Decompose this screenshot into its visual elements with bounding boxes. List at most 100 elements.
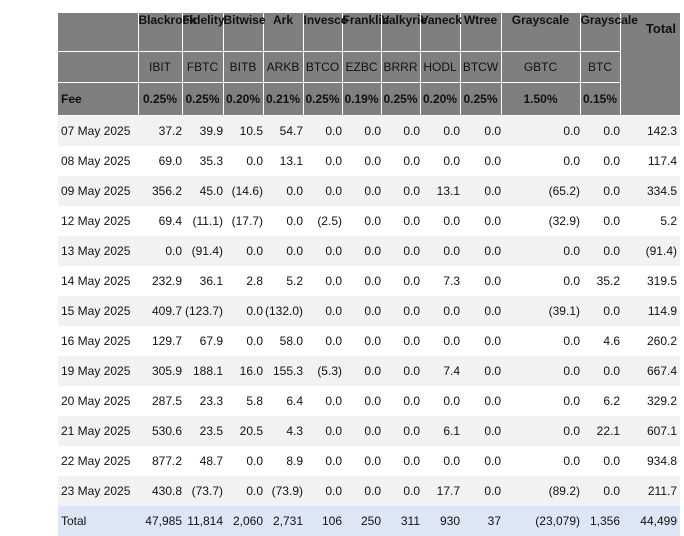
flow-cell: 4.6 <box>603 333 620 348</box>
cumulative-cell: 47,985 <box>138 505 182 536</box>
flow-cell: 0.0 <box>501 355 580 386</box>
table-row: 20 May 2025 287.5 23.3 5.8 6.4 0.0 0.0 0.0 0.0 0.… <box>58 386 680 416</box>
flow-cell: (91.4) <box>182 235 223 266</box>
corner-cell <box>58 13 139 52</box>
flow-cell: 0.0 <box>403 333 420 348</box>
total-row-label: Total <box>58 505 138 536</box>
row-total-cell: 329.2 <box>646 393 677 408</box>
flow-cell: 0.0 <box>563 393 580 408</box>
fee-cell: 0.19% <box>342 82 382 116</box>
flow-cell: 0.0 <box>403 453 420 468</box>
row-total-cell: 334.5 <box>620 175 680 206</box>
flow-cell: 0.0 <box>223 295 263 326</box>
flow-cell: 0.0 <box>246 333 263 348</box>
flow-cell: 5.8 <box>246 393 263 408</box>
issuer-header: Invesco <box>303 13 348 52</box>
flow-cell: 0.0 <box>484 153 501 168</box>
flow-cell: 0.0 <box>484 393 501 408</box>
ticker-header: BTC <box>580 51 621 83</box>
date-cell: 22 May 2025 <box>61 453 131 468</box>
flow-cell: 0.0 <box>420 235 460 266</box>
flow-cell: 0.0 <box>381 475 420 506</box>
flow-cell: 0.0 <box>443 213 460 228</box>
flow-cell: 0.0 <box>580 355 620 386</box>
flow-cell: 0.0 <box>138 235 182 266</box>
flow-cell: 0.0 <box>342 415 381 446</box>
row-total-cell: 934.8 <box>646 453 677 468</box>
issuer-header: Valkyrie <box>381 13 427 52</box>
flow-cell: 8.9 <box>286 453 303 468</box>
row-total-cell: 5.2 <box>660 213 677 228</box>
flow-cell: 6.1 <box>420 415 460 446</box>
flow-cell: 0.0 <box>364 273 381 288</box>
fee-cell: 0.25% <box>182 82 224 116</box>
flow-cell: 0.0 <box>563 333 580 348</box>
flow-cell: 0.0 <box>381 295 420 326</box>
flow-cell: 0.0 <box>263 175 303 206</box>
flow-cell: 0.0 <box>246 453 263 468</box>
flow-cell: 0.0 <box>223 475 263 506</box>
fee-cell: 0.20% <box>223 82 264 116</box>
date-cell: 12 May 2025 <box>61 213 131 228</box>
row-total-cell: 211.7 <box>620 475 680 506</box>
ticker-header: BITB <box>223 51 264 83</box>
fee-cell: 1.50% <box>501 82 581 116</box>
total-row: Total 47,985 11,814 2,060 2,731 106 250 311 930 3… <box>58 505 680 536</box>
table-row: 19 May 2025 305.9 188.1 16.0 155.3 (5.3) 0.0 0.… <box>58 355 680 386</box>
date-cell: 15 May 2025 <box>58 295 138 326</box>
flow-cell: 0.0 <box>403 213 420 228</box>
issuer-header: Grayscale <box>501 13 581 52</box>
table-row: 15 May 2025 409.7 (123.7) 0.0 (132.0) 0.0 0.0 0… <box>58 295 680 326</box>
issuer-header: Grayscale <box>580 13 638 52</box>
flow-cell: 23.3 <box>199 393 223 408</box>
flow-cell: 0.0 <box>403 153 420 168</box>
flow-cell: 0.0 <box>603 213 620 228</box>
table-row: 16 May 2025 129.7 67.9 0.0 58.0 0.0 0.0 0.0 0.0 0… <box>58 326 680 356</box>
flow-cell: 0.0 <box>325 393 342 408</box>
flow-cell: 0.0 <box>501 235 580 266</box>
cumulative-cell: (23,079) <box>501 505 580 536</box>
cumulative-cell: 37 <box>460 505 501 536</box>
flow-cell: 0.0 <box>381 115 420 146</box>
flow-cell: 13.1 <box>420 175 460 206</box>
flow-cell: 0.0 <box>381 415 420 446</box>
flow-cell: 0.0 <box>460 415 501 446</box>
flow-cell: 0.0 <box>501 415 580 446</box>
ticker-header: FBTC <box>182 51 224 83</box>
table-row: 08 May 2025 69.0 35.3 0.0 13.1 0.0 0.0 0.0 0.0 0.… <box>58 146 680 176</box>
flow-cell: 2.8 <box>246 273 263 288</box>
cumulative-cell: 250 <box>342 505 381 536</box>
cumulative-cell: 311 <box>381 505 420 536</box>
flow-cell: 0.0 <box>563 273 580 288</box>
table-row: 23 May 2025 430.8 (73.7) 0.0 (73.9) 0.0 0.0 0.0… <box>58 475 680 506</box>
fee-cell: 0.25% <box>381 82 421 116</box>
table-row: 07 May 2025 37.2 39.9 10.5 54.7 0.0 0.0 0.0 0.0 0… <box>58 115 680 146</box>
flow-cell: 0.0 <box>223 235 263 266</box>
flow-cell: 0.0 <box>364 453 381 468</box>
row-total-cell: 607.1 <box>620 415 680 446</box>
row-total-cell: 142.3 <box>620 115 680 146</box>
flow-cell: (123.7) <box>182 295 223 326</box>
flow-cell: 16.0 <box>223 355 263 386</box>
flow-cell: 0.0 <box>364 213 381 228</box>
flow-cell: (73.7) <box>182 475 223 506</box>
flow-cell: 188.1 <box>182 355 223 386</box>
row-total-cell: 114.9 <box>620 295 680 326</box>
flow-cell: 10.5 <box>223 115 263 146</box>
flow-cell: 0.0 <box>563 453 580 468</box>
flow-cell: 0.0 <box>484 213 501 228</box>
cumulative-cell: 11,814 <box>182 505 223 536</box>
grand-total-cell: 44,499 <box>620 505 680 536</box>
flow-cell: 0.0 <box>460 355 501 386</box>
flow-cell: 0.0 <box>303 115 342 146</box>
flow-cell: 0.0 <box>364 153 381 168</box>
fee-total-blank <box>620 82 680 116</box>
fee-cell: 0.21% <box>263 82 304 116</box>
date-cell: 23 May 2025 <box>58 475 138 506</box>
flow-cell: 6.2 <box>603 393 620 408</box>
flow-cell: (32.9) <box>548 213 580 228</box>
flow-cell: (73.9) <box>263 475 303 506</box>
flow-cell: 0.0 <box>286 213 303 228</box>
flow-cell: 877.2 <box>151 453 182 468</box>
flow-cell: 0.0 <box>420 295 460 326</box>
